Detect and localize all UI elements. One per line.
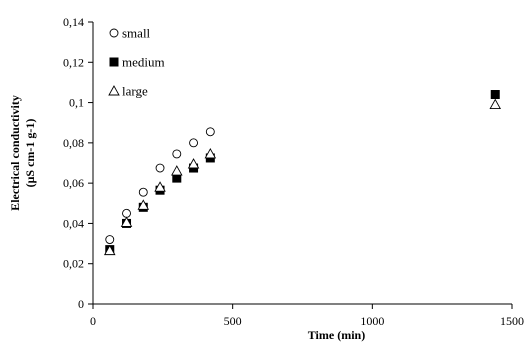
y-axis-title-line: Electrical conductivity [8, 95, 22, 211]
x-axis-title: Time (min) [308, 328, 365, 342]
point-small [205, 127, 215, 137]
legend-marker-large [108, 85, 120, 96]
series-small [105, 127, 215, 244]
x-tick-label: 1000 [360, 314, 384, 328]
ticks: 0 0,02 0,04 0,06 0,08 0,1 0,12 0,14 0 500 1000 1500 [63, 15, 524, 328]
point-small [189, 138, 199, 148]
point-small [155, 163, 165, 173]
point-large [137, 199, 150, 210]
y-tick-label: 0,02 [63, 257, 84, 271]
x-tick-label: 0 [90, 314, 96, 328]
point-large [154, 181, 166, 192]
legend-label-large: large [122, 84, 148, 99]
y-tick-label: 0,1 [69, 96, 84, 110]
legend-marker-medium [109, 57, 119, 67]
point-medium [490, 90, 500, 100]
point-large [103, 244, 116, 256]
y-tick-label: 0,08 [63, 136, 84, 150]
data-marks [103, 90, 502, 256]
y-tick-label: 0 [78, 297, 84, 311]
legend: small medium large [108, 26, 165, 99]
axes [92, 22, 512, 305]
point-medium [172, 173, 182, 183]
y-axis-title: Electrical conductivity (μS cm-1 g-1) [8, 95, 37, 211]
legend-label-small: small [122, 26, 151, 41]
point-small [138, 187, 148, 197]
point-small [105, 235, 115, 244]
point-small [122, 208, 131, 218]
point-large [120, 216, 133, 227]
y-tick-label: 0,12 [63, 55, 84, 69]
x-tick-label: 500 [224, 314, 242, 328]
series-medium [105, 90, 500, 255]
point-small [172, 149, 182, 159]
series-large [103, 98, 502, 256]
x-tick-label: 1500 [500, 314, 524, 328]
y-tick-label: 0,14 [63, 15, 84, 29]
point-large [489, 98, 502, 110]
point-large [187, 158, 200, 169]
legend-marker-small [109, 28, 119, 38]
y-axis-title-line: (μS cm-1 g-1) [23, 119, 37, 188]
point-large [204, 148, 217, 159]
point-large [171, 165, 183, 176]
y-tick-label: 0,06 [63, 176, 84, 190]
y-tick-label: 0,04 [63, 216, 84, 230]
legend-label-medium: medium [122, 55, 165, 70]
